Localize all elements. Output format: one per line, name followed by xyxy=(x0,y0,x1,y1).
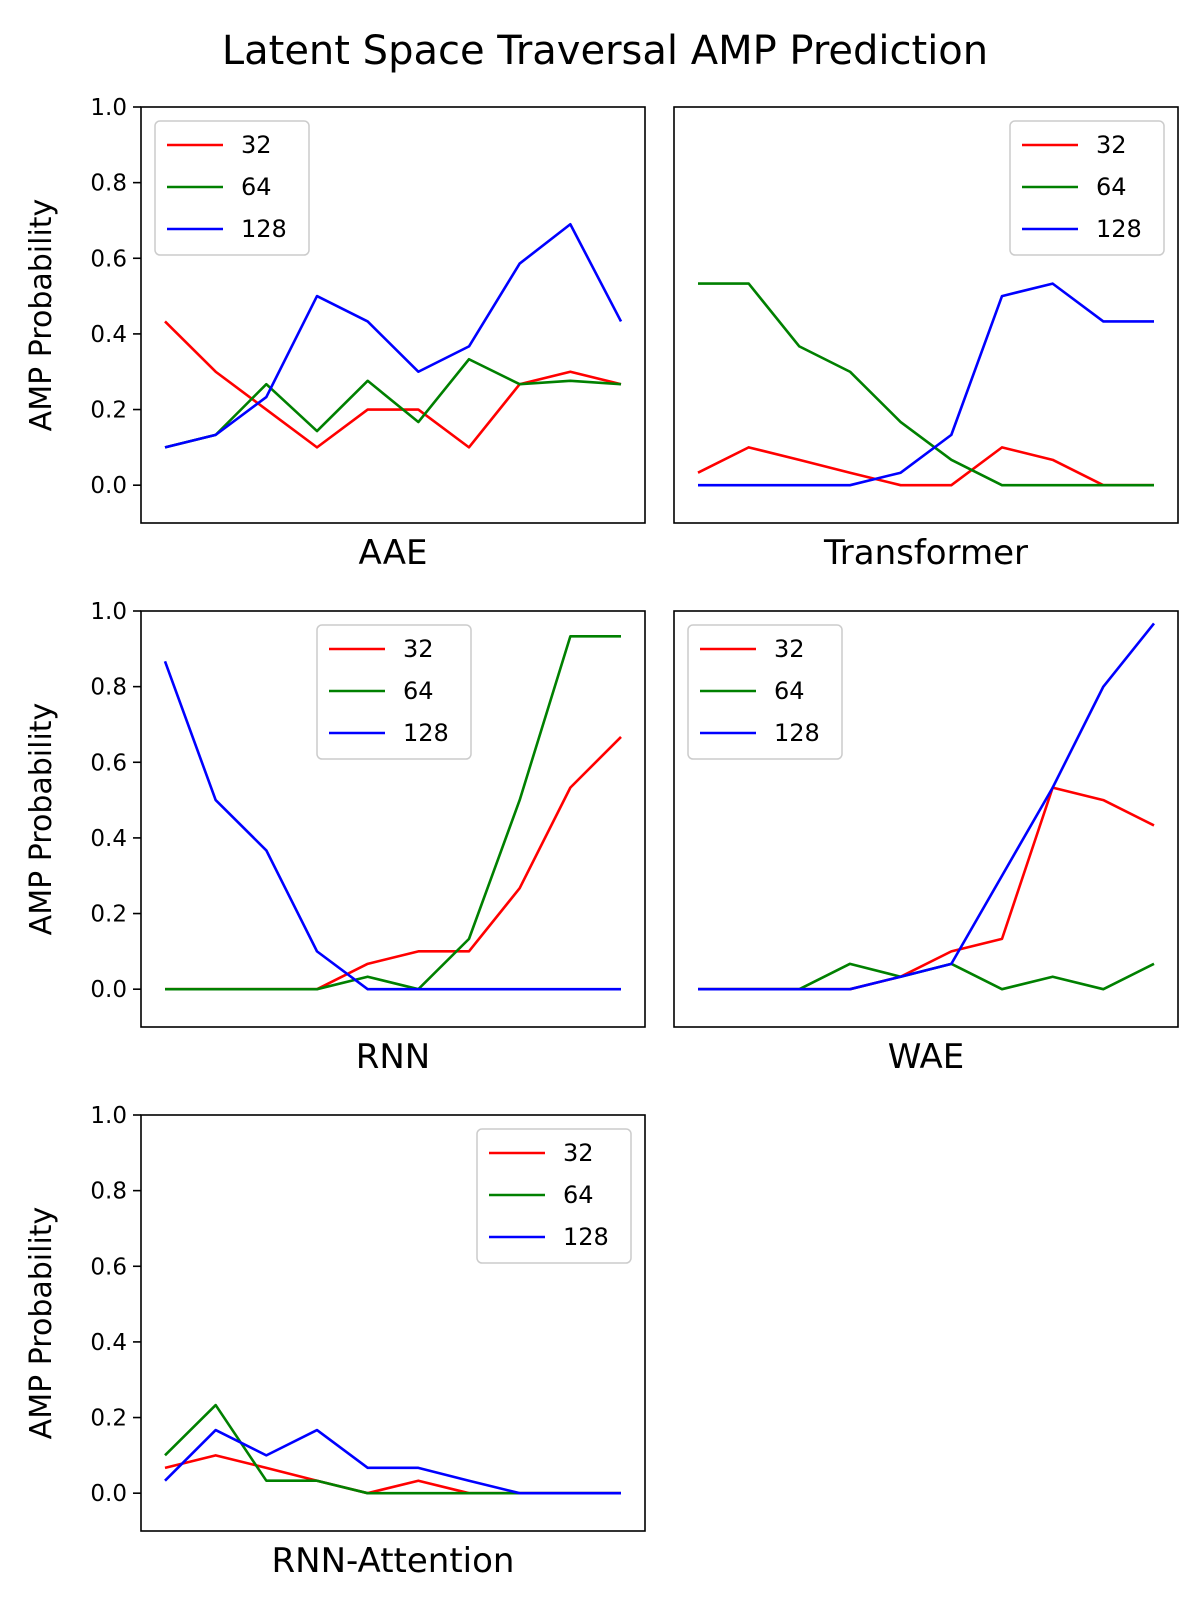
series-line-128 xyxy=(164,1428,621,1495)
panel-4: 0.0 0.2 0.4 0.6 0.8 1.0 AMP Probability RNN-Att… xyxy=(24,1103,646,1581)
legend: 32 64 128 xyxy=(1009,120,1165,256)
legend-label-64: 64 xyxy=(241,173,272,201)
panel-1: Transformer 32 64 128 xyxy=(673,106,1179,573)
y-tick-label: 1.0 xyxy=(90,1103,127,1129)
y-tick-label: 1.0 xyxy=(90,95,127,121)
legend-box xyxy=(154,120,310,256)
legend-label-128: 128 xyxy=(774,719,820,747)
axes-frame xyxy=(140,106,646,524)
y-tick-label: 0.6 xyxy=(90,1254,127,1280)
axes-frame xyxy=(140,610,646,1028)
legend-label-128: 128 xyxy=(563,1223,609,1251)
y-tick-label: 0.8 xyxy=(90,171,127,197)
legend-label-32: 32 xyxy=(403,635,434,663)
legend: 32 64 128 xyxy=(476,1128,632,1264)
axes-frame xyxy=(673,610,1179,1028)
legend-box xyxy=(1009,120,1165,256)
legend-label-64: 64 xyxy=(774,677,805,705)
panel-0: 0.0 0.2 0.4 0.6 0.8 1.0 AMP Probability AAE 32 64… xyxy=(24,95,646,573)
legend-label-128: 128 xyxy=(241,215,287,243)
series-line-64 xyxy=(164,357,622,449)
y-tick-label: 0.6 xyxy=(90,750,127,776)
y-tick-label: 0.4 xyxy=(90,826,127,852)
legend-label-32: 32 xyxy=(241,131,272,159)
legend-label-64: 64 xyxy=(403,677,434,705)
x-axis-label: WAE xyxy=(888,1037,965,1077)
axes-frame xyxy=(673,106,1179,524)
legend-label-32: 32 xyxy=(1096,131,1127,159)
y-tick-label: 0.2 xyxy=(90,1406,127,1432)
y-axis-label: AMP Probability xyxy=(24,703,59,936)
panel-2: 0.0 0.2 0.4 0.6 0.8 1.0 AMP Probability RNN 32 64… xyxy=(24,599,646,1077)
x-axis-label: RNN xyxy=(356,1037,431,1077)
legend-label-128: 128 xyxy=(1096,215,1142,243)
series-line-128 xyxy=(698,282,1154,487)
x-axis-label: AAE xyxy=(359,533,428,573)
y-tick-label: 0.0 xyxy=(90,1481,127,1507)
y-tick-label: 1.0 xyxy=(90,599,127,625)
series-line-128 xyxy=(698,622,1156,991)
series-line-128 xyxy=(163,660,621,991)
y-tick-label: 0.4 xyxy=(90,322,127,348)
legend-label-32: 32 xyxy=(774,635,805,663)
series-line-64 xyxy=(165,635,621,991)
legend-box xyxy=(316,624,472,760)
legend-box xyxy=(476,1128,632,1264)
y-tick-label: 0.0 xyxy=(90,473,127,499)
legend-label-64: 64 xyxy=(1096,173,1127,201)
panel-3: WAE 32 64 128 xyxy=(673,610,1179,1077)
y-axis-label: AMP Probability xyxy=(24,199,59,432)
y-tick-label: 0.2 xyxy=(90,398,127,424)
y-axis-label: AMP Probability xyxy=(24,1207,59,1440)
x-axis-label: RNN-Attention xyxy=(272,1541,515,1581)
legend: 32 64 128 xyxy=(154,120,310,256)
axes-frame xyxy=(140,1114,646,1532)
legend-label-32: 32 xyxy=(563,1139,594,1167)
y-tick-label: 0.8 xyxy=(90,1179,127,1205)
series-line-128 xyxy=(164,222,623,449)
y-tick-label: 0.8 xyxy=(90,675,127,701)
y-tick-label: 0.0 xyxy=(90,977,127,1003)
y-tick-label: 0.4 xyxy=(90,1330,127,1356)
y-tick-label: 0.2 xyxy=(90,902,127,928)
legend: 32 64 128 xyxy=(687,624,843,760)
legend-label-64: 64 xyxy=(563,1181,594,1209)
series-line-32 xyxy=(164,320,622,449)
figure-title: Latent Space Traversal AMP Prediction xyxy=(222,28,988,74)
y-tick-label: 0.6 xyxy=(90,246,127,272)
legend-box xyxy=(687,624,843,760)
series-line-64 xyxy=(698,282,1154,487)
legend: 32 64 128 xyxy=(316,624,472,760)
x-axis-label: Transformer xyxy=(823,533,1028,573)
legend-label-128: 128 xyxy=(403,719,449,747)
series-line-32 xyxy=(697,446,1154,487)
